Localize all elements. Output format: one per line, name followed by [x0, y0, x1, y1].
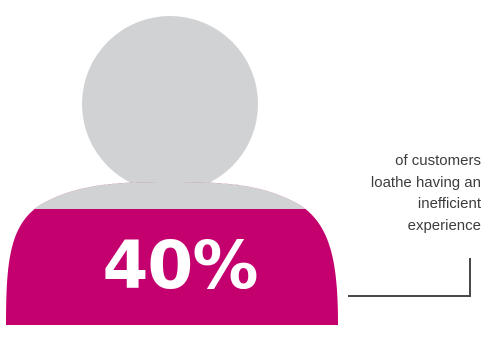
person-head: [82, 16, 258, 192]
stat-caption: of customers loathe having an inefficien…: [321, 150, 481, 236]
caption-line: loathe having an: [370, 173, 481, 191]
stat-value: 40%: [102, 227, 259, 304]
caption-line: experience: [407, 216, 481, 234]
connector-line: [348, 258, 471, 297]
caption-line: of customers: [395, 152, 481, 169]
person-body: [6, 182, 338, 325]
caption-line: inefficient: [417, 195, 481, 212]
